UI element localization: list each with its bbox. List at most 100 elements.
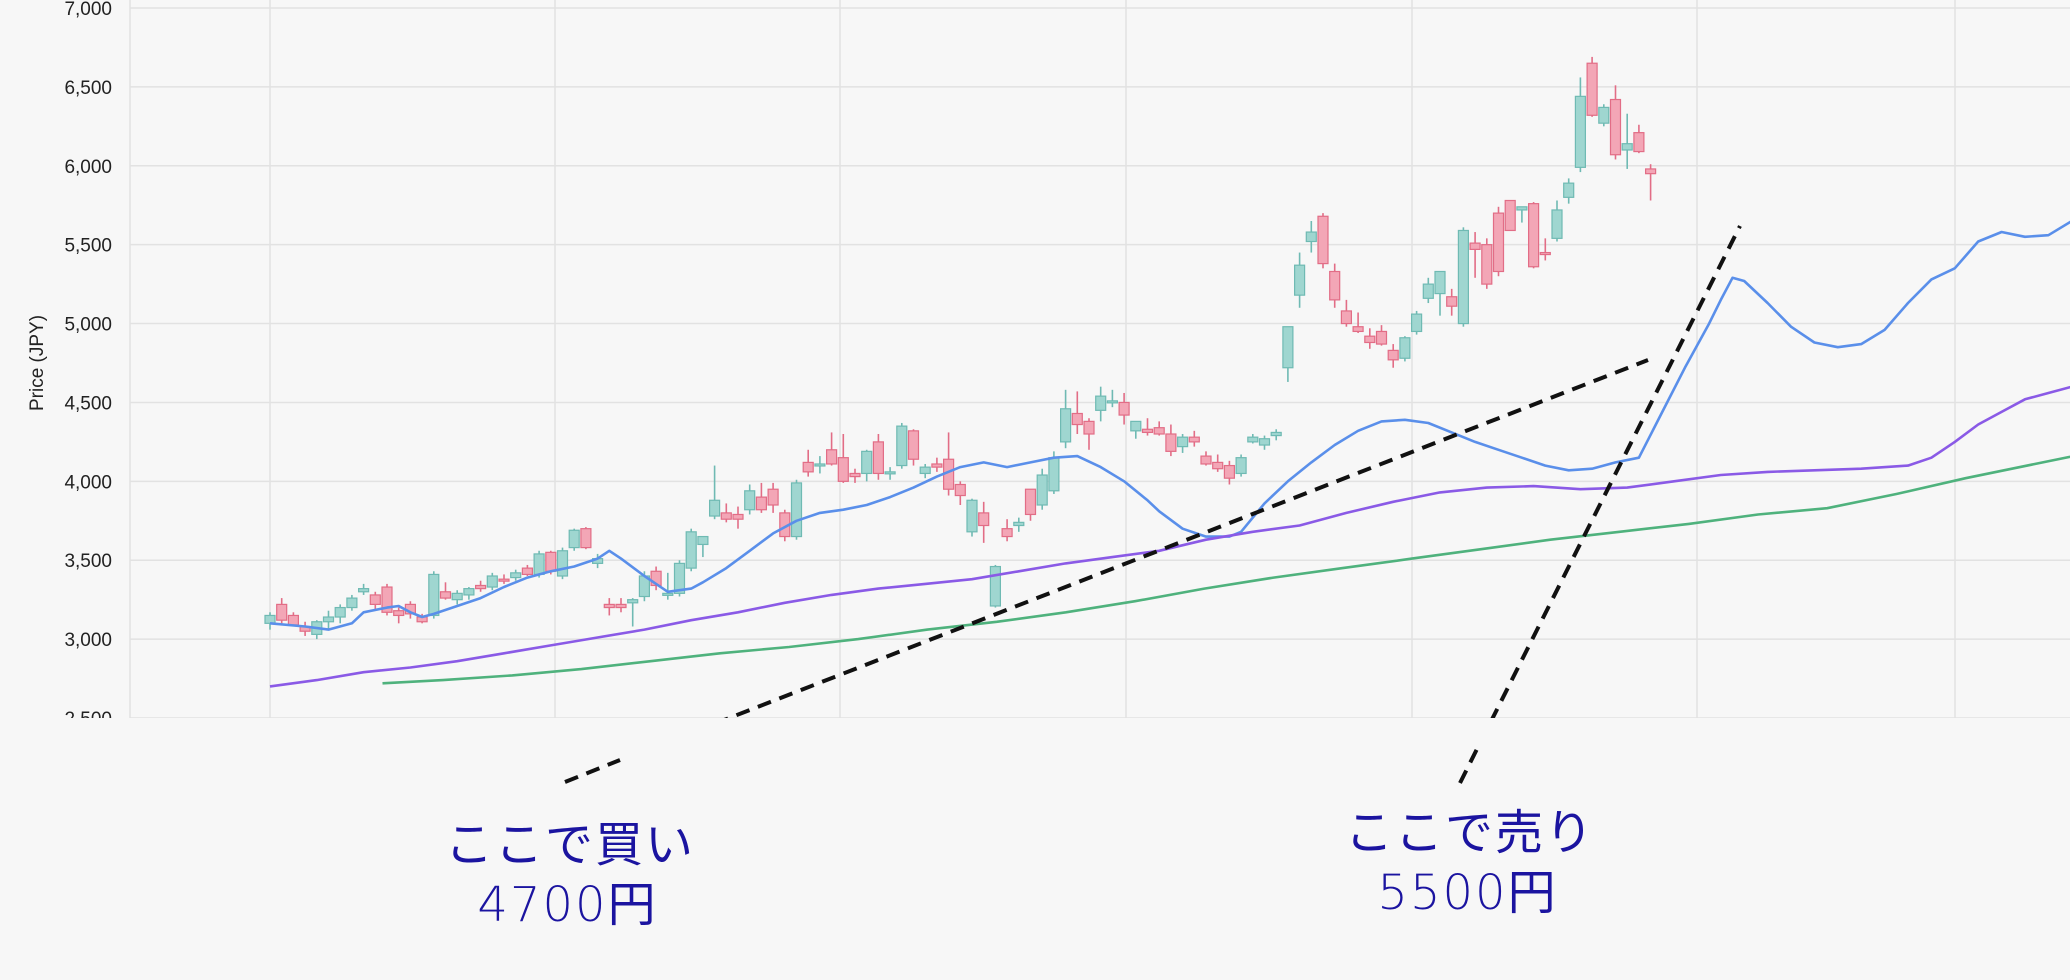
candle-body xyxy=(1551,209,1563,239)
bearish-candle xyxy=(767,482,779,513)
y-tick-label: 5,000 xyxy=(64,315,112,336)
bearish-candle xyxy=(1446,288,1458,316)
candle-body xyxy=(1481,244,1493,285)
bearish-candle xyxy=(1364,328,1376,349)
candle-body xyxy=(954,483,966,497)
candle-body xyxy=(1434,270,1446,295)
bearish-candle xyxy=(521,564,534,576)
bearish-candle xyxy=(755,482,768,513)
candle-body xyxy=(1258,438,1271,446)
candle-body xyxy=(1574,95,1587,168)
bearish-candle xyxy=(1375,325,1388,346)
bearish-candle xyxy=(1586,56,1598,117)
bearish-candle xyxy=(849,468,861,483)
candle-body xyxy=(1024,488,1037,516)
candle-body xyxy=(1586,62,1598,116)
candle-body xyxy=(1364,335,1376,344)
bullish-candle xyxy=(358,583,370,595)
candle-body xyxy=(861,450,873,475)
bearish-candle xyxy=(1200,451,1212,466)
bullish-candle xyxy=(1258,435,1271,450)
candle-body xyxy=(1527,203,1540,268)
candle-body xyxy=(1270,431,1282,437)
candle-body xyxy=(615,603,627,609)
bullish-candle xyxy=(346,594,358,611)
sell-trendline xyxy=(1458,225,1742,784)
candle-body xyxy=(1059,408,1072,443)
candle-body xyxy=(978,512,990,527)
candle-body xyxy=(580,528,592,549)
bullish-candle xyxy=(884,467,896,480)
bullish-candle xyxy=(627,598,639,627)
bullish-candle xyxy=(1247,434,1259,444)
candle-body xyxy=(1001,528,1013,538)
bearish-candle xyxy=(872,434,885,480)
candle-body xyxy=(486,575,498,588)
candle-body xyxy=(428,573,440,617)
candle-body xyxy=(1176,436,1189,448)
bullish-candle xyxy=(1036,468,1048,510)
bullish-candle xyxy=(510,569,522,581)
bearish-candle xyxy=(978,501,990,543)
sell-trendline-tail xyxy=(1458,742,1482,784)
candle-body xyxy=(264,614,276,624)
candlesticks xyxy=(264,56,1657,640)
candle-body xyxy=(276,603,288,621)
bearish-candle xyxy=(1141,418,1154,436)
bearish-candle xyxy=(1024,488,1037,521)
bearish-candle xyxy=(1469,232,1481,278)
bearish-candle xyxy=(369,591,381,611)
candle-body xyxy=(1504,199,1516,232)
bearish-candle xyxy=(580,527,592,550)
grid-lines xyxy=(129,0,2070,719)
y-tick-label: 6,000 xyxy=(64,157,112,178)
candle-body xyxy=(1153,427,1165,435)
bullish-candle xyxy=(1563,178,1575,204)
y-tick-label: 7,000 xyxy=(64,0,112,20)
candle-body xyxy=(931,463,943,468)
candle-body xyxy=(603,603,615,609)
candle-body xyxy=(1352,326,1364,333)
bearish-candle xyxy=(1001,519,1013,542)
bullish-candle xyxy=(1410,310,1423,335)
bullish-candle xyxy=(1176,434,1189,453)
candle-body xyxy=(369,594,381,606)
candle-body xyxy=(1305,231,1317,243)
candle-body xyxy=(1340,310,1353,325)
bearish-candle xyxy=(837,434,849,483)
candle-body xyxy=(334,606,346,618)
bearish-candle xyxy=(1492,206,1505,277)
candle-body xyxy=(802,461,814,473)
candle-body xyxy=(475,584,487,590)
buy-annotation-text: ここで買い xyxy=(445,817,696,873)
candle-body xyxy=(896,425,908,467)
y-tick-label: 6,500 xyxy=(64,78,112,99)
candle-body xyxy=(1013,521,1025,527)
bearish-candle xyxy=(1340,299,1353,327)
bearish-candle xyxy=(732,506,744,529)
buy-annotation: ここで買い 4700円 xyxy=(445,815,696,935)
bullish-candle xyxy=(708,465,721,520)
bearish-candle xyxy=(1223,460,1236,485)
candle-body xyxy=(1118,401,1130,416)
bullish-candle xyxy=(1457,227,1470,327)
bearish-candle xyxy=(439,582,452,600)
bearish-candle xyxy=(825,432,838,466)
candle-body xyxy=(1633,132,1645,153)
bearish-candle xyxy=(475,580,487,592)
sell-annotation-text: ここで売り xyxy=(1345,805,1596,861)
sell-annotation: ここで売り 5500円 xyxy=(1345,803,1596,923)
bullish-candle xyxy=(1059,389,1072,449)
bullish-candle xyxy=(1106,389,1119,408)
bearish-candle xyxy=(1153,421,1165,436)
candle-body xyxy=(814,463,826,467)
bullish-candle xyxy=(966,498,978,537)
moving-average-lines xyxy=(269,220,2070,688)
bullish-candle xyxy=(685,528,697,572)
candle-body xyxy=(381,586,393,613)
bullish-candle xyxy=(1621,113,1633,169)
candle-body xyxy=(1539,251,1551,256)
bearish-candle xyxy=(1083,418,1095,450)
bullish-candle xyxy=(814,456,826,474)
candle-body xyxy=(1598,106,1610,124)
